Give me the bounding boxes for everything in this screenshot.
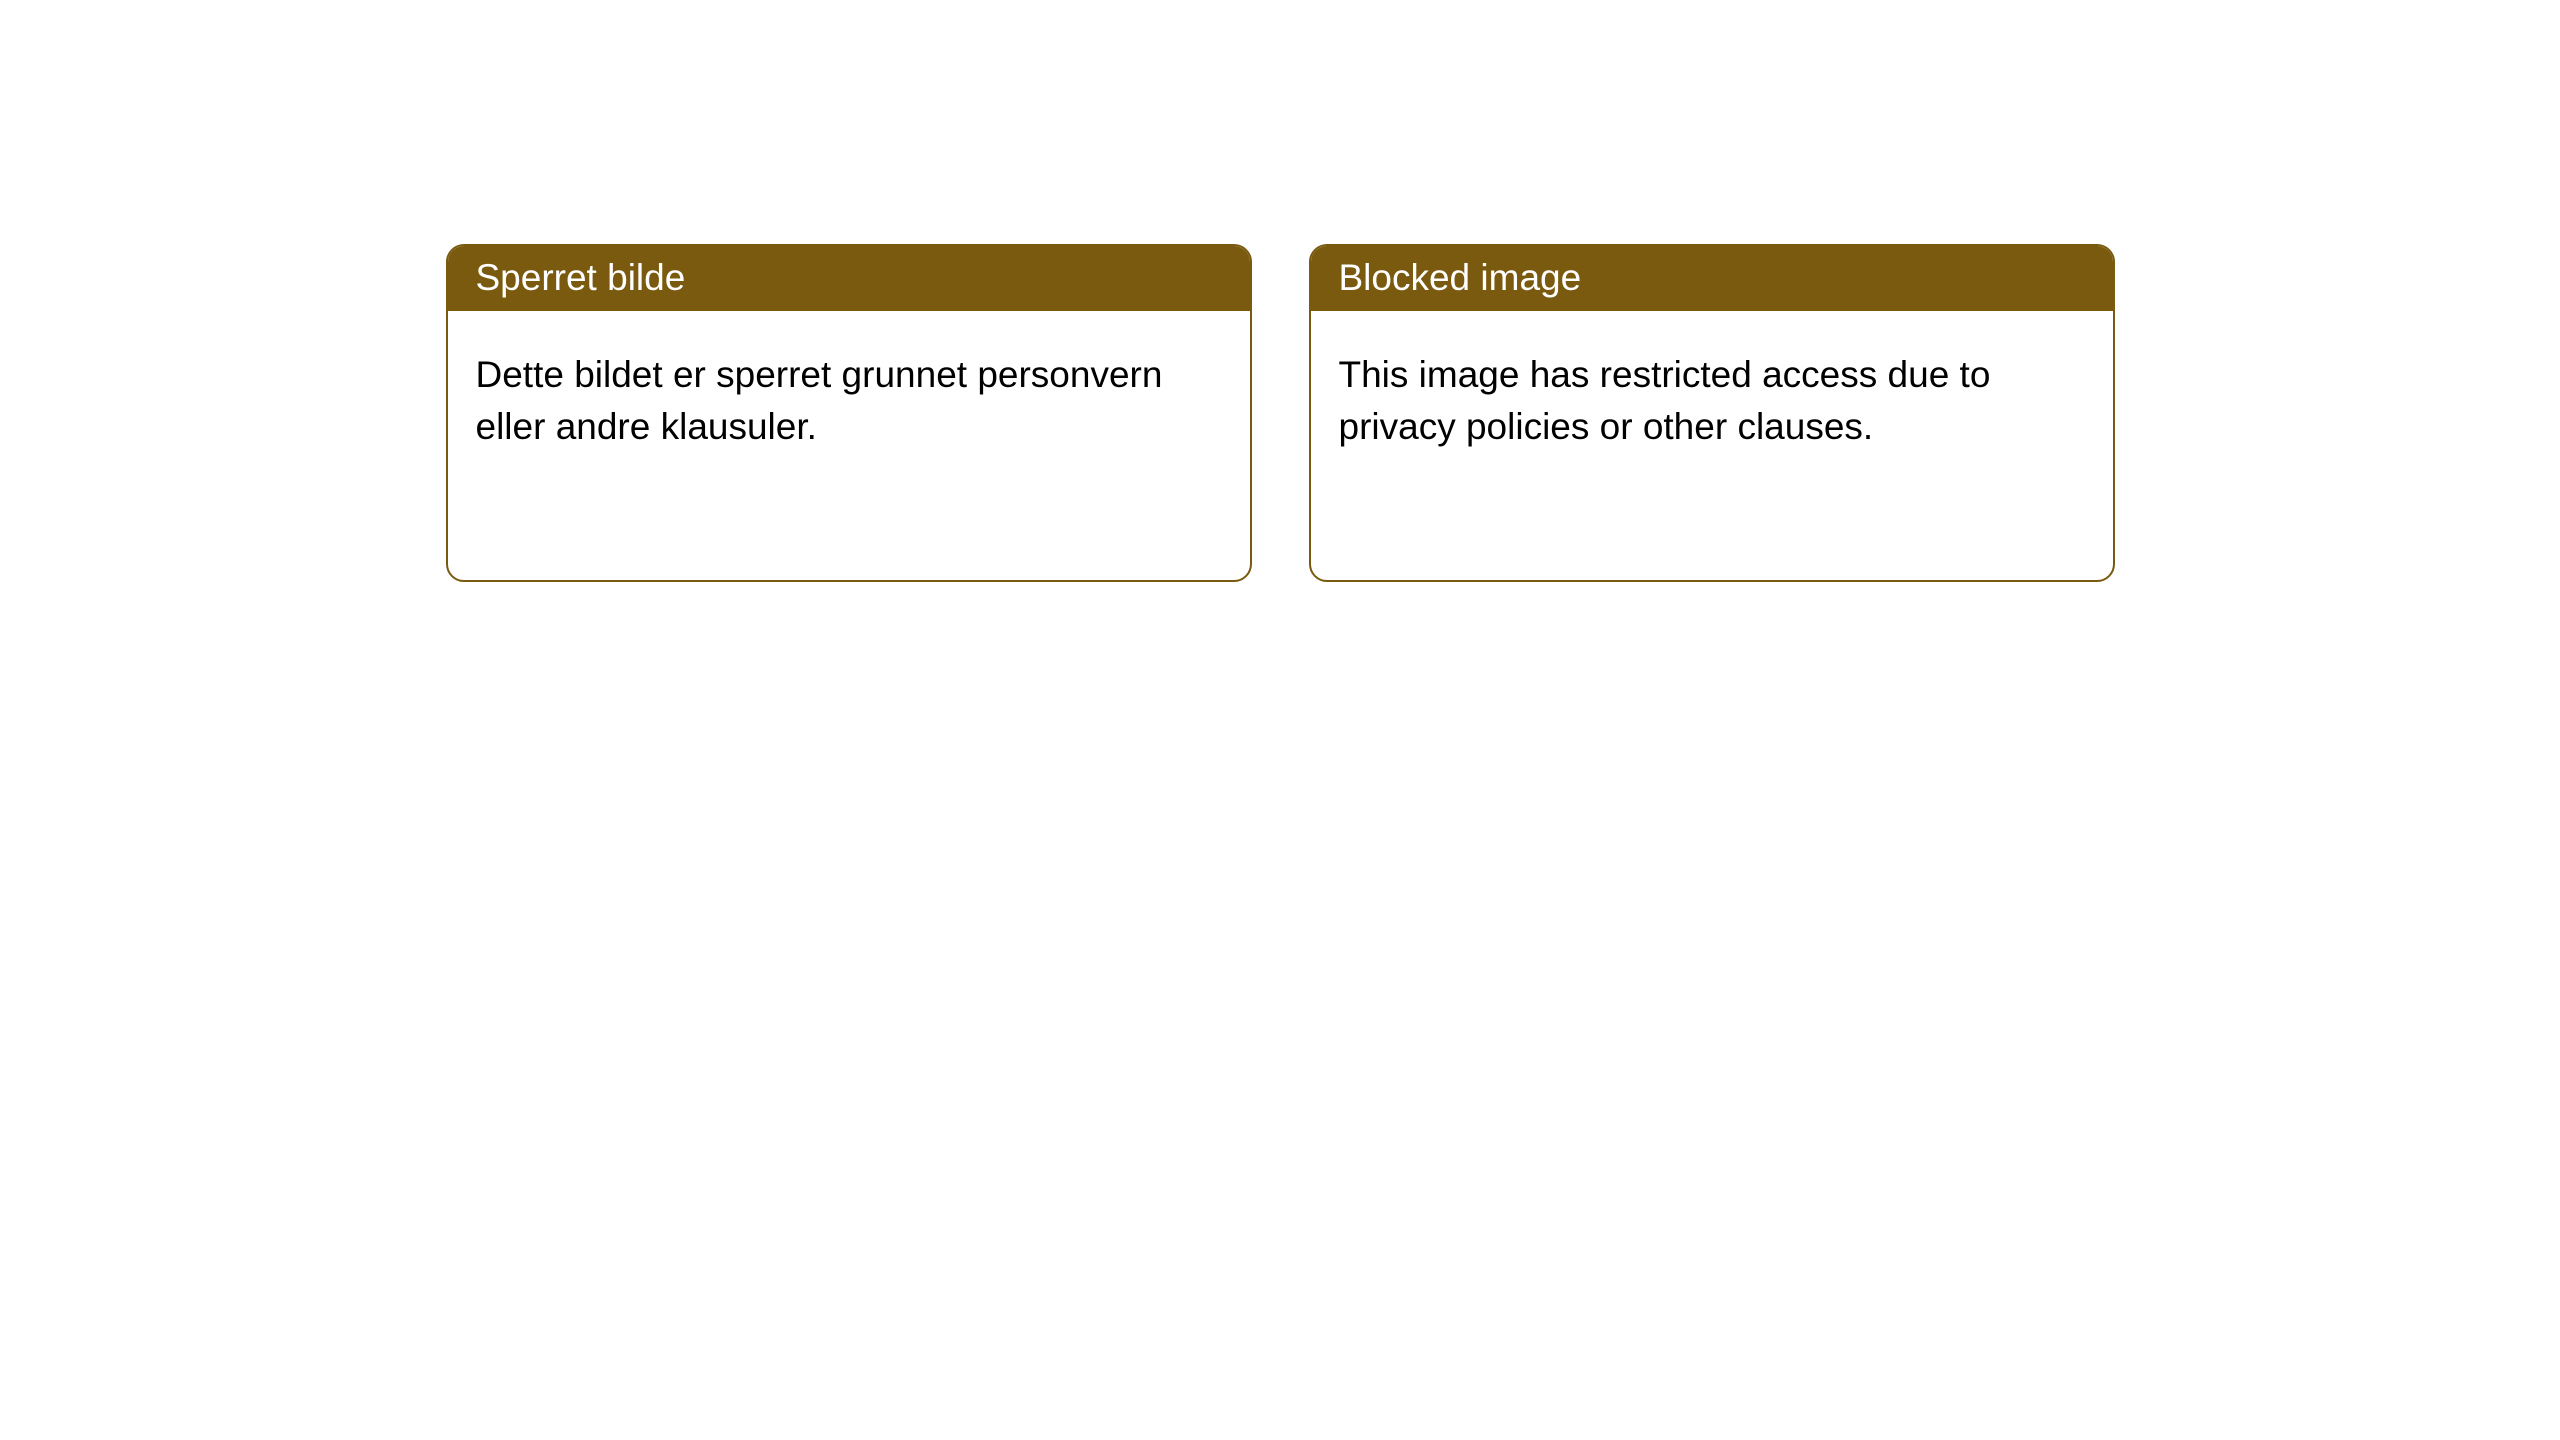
blocked-image-panel-no: Sperret bilde Dette bildet er sperret gr…	[446, 244, 1252, 582]
blocked-image-panels: Sperret bilde Dette bildet er sperret gr…	[446, 244, 2115, 582]
panel-header-no: Sperret bilde	[448, 246, 1250, 311]
panel-body-en: This image has restricted access due to …	[1311, 311, 2113, 481]
blocked-image-panel-en: Blocked image This image has restricted …	[1309, 244, 2115, 582]
panel-body-no: Dette bildet er sperret grunnet personve…	[448, 311, 1250, 481]
panel-header-en: Blocked image	[1311, 246, 2113, 311]
